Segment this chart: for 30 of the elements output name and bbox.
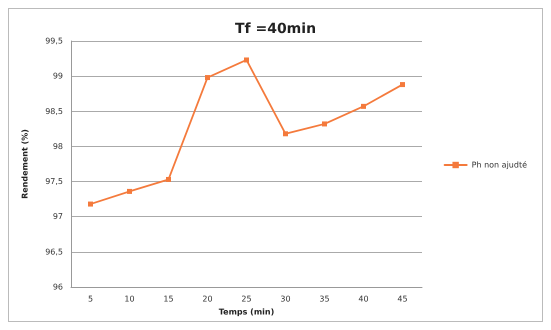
point [166, 176, 171, 182]
point [283, 131, 288, 136]
x-tick-label: 35 [319, 294, 330, 304]
y-tick-label: 98 [52, 142, 63, 151]
y-tick-label: 99,5 [45, 36, 63, 46]
point [205, 75, 210, 80]
legend-label: Ph non ajudté [472, 160, 528, 170]
point [88, 202, 93, 207]
x-tick-label: 15 [163, 294, 174, 304]
y-tick-label: 96,5 [45, 247, 63, 256]
y-tick-label: 97,5 [45, 177, 63, 186]
point [400, 82, 405, 88]
x-tick-label: 20 [202, 294, 213, 304]
y-axis-title: Rendement (%) [20, 129, 30, 199]
point [127, 188, 132, 194]
x-tick-label: 30 [280, 294, 291, 304]
point [322, 121, 327, 126]
x-tick-label: 45 [397, 294, 408, 304]
point [361, 104, 366, 109]
x-tick-label: 10 [124, 294, 135, 304]
chart-title: Tf =40min [234, 21, 316, 37]
y-tick-label: 98,5 [45, 106, 63, 116]
x-tick-label: 40 [358, 294, 369, 304]
x-axis-title: Temps (min) [218, 307, 274, 316]
y-tick-label: 97 [52, 212, 63, 222]
point [244, 57, 249, 62]
x-tick-label: 5 [88, 294, 94, 304]
y-tick-label: 96 [52, 282, 63, 292]
x-tick-label: 25 [241, 294, 252, 304]
y-tick-label: 99 [52, 72, 63, 81]
